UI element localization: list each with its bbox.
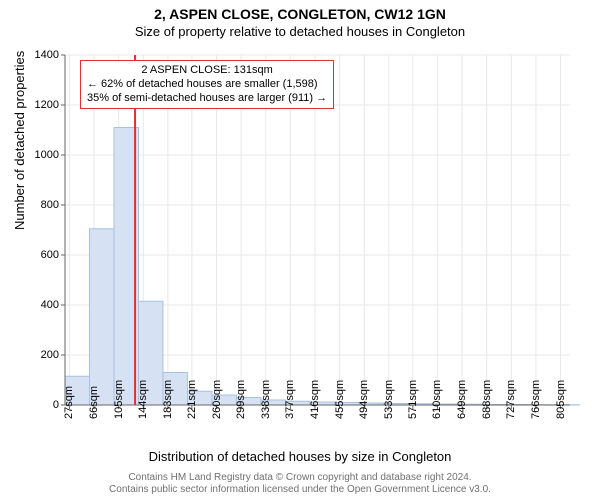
footer-line-2: Contains public sector information licen… bbox=[0, 484, 600, 496]
y-tick-label: 600 bbox=[41, 249, 59, 261]
y-tick-label: 0 bbox=[53, 399, 59, 411]
y-tick-label: 1000 bbox=[35, 149, 59, 161]
annotation-line-3: 35% of semi-detached houses are larger (… bbox=[87, 92, 327, 106]
footer-line-1: Contains HM Land Registry data © Crown c… bbox=[0, 472, 600, 484]
y-axis-label: Number of detached properties bbox=[12, 51, 27, 230]
annotation-line-2: ← 62% of detached houses are smaller (1,… bbox=[87, 78, 327, 92]
y-tick-label: 200 bbox=[41, 349, 59, 361]
chart-title: 2, ASPEN CLOSE, CONGLETON, CW12 1GN bbox=[0, 0, 600, 22]
y-tick-label: 800 bbox=[41, 199, 59, 211]
chart-subtitle: Size of property relative to detached ho… bbox=[0, 22, 600, 39]
annotation-box: 2 ASPEN CLOSE: 131sqm ← 62% of detached … bbox=[80, 60, 334, 109]
y-tick-label: 400 bbox=[41, 299, 59, 311]
y-tick-label: 1400 bbox=[35, 49, 59, 61]
annotation-line-1: 2 ASPEN CLOSE: 131sqm bbox=[87, 64, 327, 78]
footer-attribution: Contains HM Land Registry data © Crown c… bbox=[0, 472, 600, 496]
chart-container: { "title": "2, ASPEN CLOSE, CONGLETON, C… bbox=[0, 0, 600, 500]
x-axis-label: Distribution of detached houses by size … bbox=[0, 449, 600, 464]
y-tick-label: 1200 bbox=[35, 99, 59, 111]
